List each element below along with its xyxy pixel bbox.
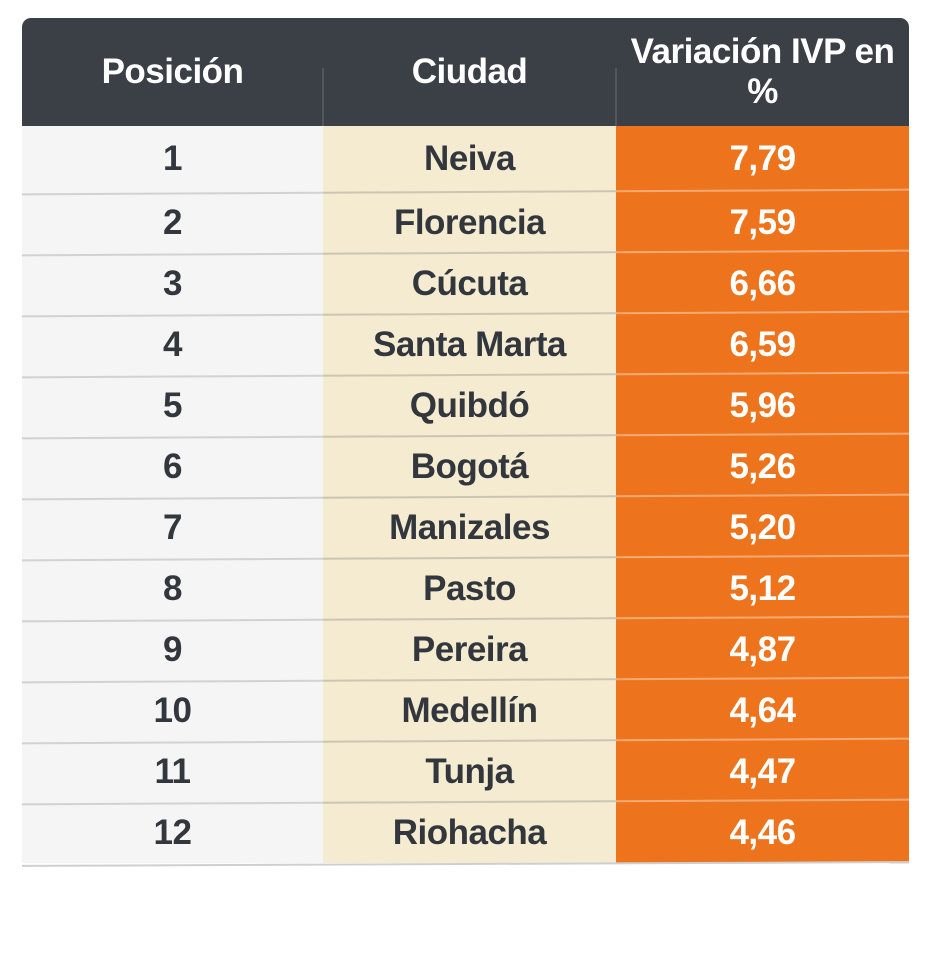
cell-posicion: 10 [22, 680, 323, 741]
cell-variacion: 7,59 [616, 192, 909, 253]
table-body: 1 Neiva 7,79 2 Florencia 7,59 3 Cúcuta 6… [22, 126, 909, 863]
cell-variacion: 7,79 [616, 126, 909, 192]
cell-ciudad: Tunja [323, 741, 616, 802]
cell-variacion: 4,47 [616, 741, 909, 802]
table-row: 12 Riohacha 4,46 [22, 798, 909, 863]
table-row: 3 Cúcuta 6,66 [22, 249, 909, 314]
table-row: 4 Santa Marta 6,59 [22, 310, 909, 375]
cell-ciudad: Quibdó [323, 375, 616, 436]
table-row: 9 Pereira 4,87 [22, 615, 909, 680]
cell-ciudad: Bogotá [323, 436, 616, 497]
cell-variacion: 5,12 [616, 558, 909, 619]
table-row: 7 Manizales 5,20 [22, 493, 909, 558]
table-row: 2 Florencia 7,59 [22, 188, 909, 253]
cell-variacion: 5,26 [616, 436, 909, 497]
cell-variacion: 4,46 [616, 802, 909, 863]
cell-ciudad: Riohacha [323, 802, 616, 863]
ivp-ranking-table: Posición Ciudad Variación IVP en % 1 Nei… [21, 18, 910, 867]
cell-posicion: 11 [22, 741, 323, 802]
table-row: 6 Bogotá 5,26 [22, 432, 909, 497]
cell-ciudad: Pereira [323, 619, 616, 680]
cell-variacion: 6,59 [616, 314, 909, 375]
cell-posicion: 5 [22, 375, 323, 436]
cell-posicion: 2 [22, 192, 323, 253]
cell-posicion: 9 [22, 619, 323, 680]
column-header-variacion-ivp: Variación IVP en % [615, 18, 909, 126]
cell-variacion: 4,87 [616, 619, 909, 680]
cell-posicion: 1 [22, 126, 323, 192]
cell-posicion: 12 [22, 802, 323, 863]
cell-ciudad: Pasto [323, 558, 616, 619]
cell-posicion: 6 [22, 436, 323, 497]
table-row: 8 Pasto 5,12 [22, 554, 909, 619]
cell-posicion: 7 [22, 497, 323, 558]
cell-ciudad: Florencia [323, 192, 616, 253]
cell-variacion: 6,66 [616, 253, 909, 314]
cell-ciudad: Neiva [323, 126, 616, 192]
cell-posicion: 3 [22, 253, 323, 314]
column-header-posicion: Posición [101, 52, 244, 92]
cell-ciudad: Cúcuta [323, 253, 616, 314]
cell-variacion: 5,20 [616, 497, 909, 558]
cell-ciudad: Manizales [323, 497, 616, 558]
table-row: 1 Neiva 7,79 [22, 126, 909, 192]
column-header-ciudad: Ciudad [322, 18, 616, 126]
cell-variacion: 4,64 [616, 680, 909, 741]
table-header-row: Posición Ciudad Variación IVP en % [22, 18, 909, 126]
cell-posicion: 8 [22, 558, 323, 619]
table-row: 11 Tunja 4,47 [22, 737, 909, 802]
cell-posicion: 4 [22, 314, 323, 375]
cell-ciudad: Medellín [323, 680, 616, 741]
cell-ciudad: Santa Marta [323, 314, 616, 375]
table-row: 10 Medellín 4,64 [22, 676, 909, 741]
table-row: 5 Quibdó 5,96 [22, 371, 909, 436]
cell-variacion: 5,96 [616, 375, 909, 436]
